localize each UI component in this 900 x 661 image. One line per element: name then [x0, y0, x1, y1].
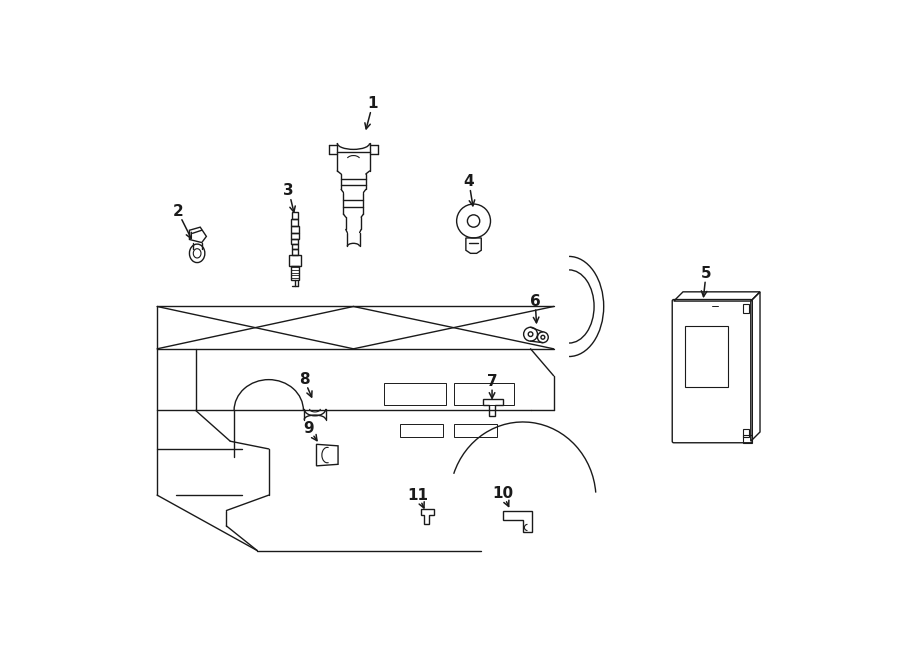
- Text: 10: 10: [492, 486, 513, 501]
- Bar: [743, 435, 752, 443]
- Bar: [292, 244, 298, 249]
- Bar: [289, 255, 302, 266]
- Text: 9: 9: [303, 422, 314, 436]
- Text: 8: 8: [299, 372, 310, 387]
- Bar: [685, 326, 728, 387]
- Text: 4: 4: [464, 175, 474, 189]
- Bar: [291, 233, 299, 239]
- Bar: [454, 424, 497, 437]
- Text: 5: 5: [701, 266, 711, 281]
- Bar: [400, 424, 443, 437]
- Bar: [743, 304, 749, 313]
- Bar: [292, 219, 299, 226]
- Text: 11: 11: [408, 488, 428, 502]
- Bar: [743, 429, 749, 437]
- Bar: [292, 212, 298, 219]
- Bar: [292, 239, 299, 244]
- Bar: [291, 226, 299, 233]
- Text: 2: 2: [173, 204, 184, 219]
- Text: 1: 1: [367, 97, 378, 112]
- Text: 6: 6: [530, 293, 541, 309]
- Bar: [292, 249, 298, 255]
- Bar: [291, 266, 299, 280]
- Bar: [384, 383, 446, 405]
- Text: 3: 3: [284, 184, 294, 198]
- Bar: [454, 383, 514, 405]
- Text: 7: 7: [487, 373, 498, 389]
